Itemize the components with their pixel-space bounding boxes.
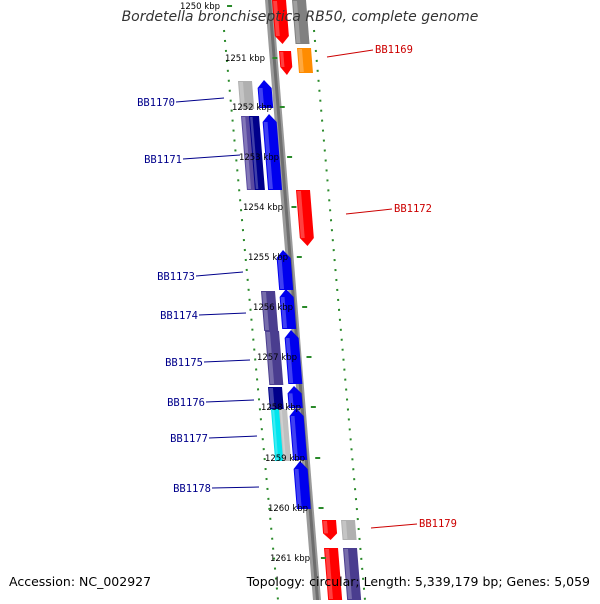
genome-summary-text: Topology: circular; Length: 5,339,179 bp… bbox=[246, 574, 590, 589]
gene-feature bbox=[293, 461, 311, 509]
gene-label-bb1169[interactable]: BB1169 bbox=[375, 44, 413, 56]
gene-leader-line bbox=[208, 435, 258, 439]
gene-label-bb1172[interactable]: BB1172 bbox=[394, 203, 432, 215]
gene-label-bb1174[interactable]: BB1174 bbox=[160, 310, 198, 322]
outer-ruler-line bbox=[313, 29, 366, 601]
gene-leader-line bbox=[211, 486, 260, 489]
gene-feature bbox=[292, 0, 310, 44]
gene-label-bb1176[interactable]: BB1176 bbox=[167, 397, 205, 409]
gene-label-bb1179[interactable]: BB1179 bbox=[419, 518, 457, 530]
gene-feature bbox=[257, 80, 274, 108]
gene-leader-line bbox=[198, 312, 247, 316]
tick-label: 1256 kbp bbox=[253, 303, 293, 313]
gene-label-bb1177[interactable]: BB1177 bbox=[170, 433, 208, 445]
gene-feature bbox=[238, 81, 255, 109]
gene-leader-line bbox=[205, 399, 255, 403]
gene-leader-line bbox=[195, 271, 244, 277]
tick-label-group: 1250 kbp 1251 kbp 1252 kbp 1253 kbp 1254 kbp… bbox=[180, 2, 326, 564]
gene-leader-line bbox=[203, 359, 251, 363]
gene-feature bbox=[324, 548, 343, 600]
map-title: Bordetella bronchiseptica RB50, complete… bbox=[121, 9, 479, 25]
tick-label: 1257 kbp bbox=[257, 353, 297, 363]
gene-leader-line bbox=[345, 208, 393, 215]
tick-label: 1250 kbp bbox=[180, 2, 220, 12]
gene-feature bbox=[268, 387, 284, 409]
gene-label-bb1175[interactable]: BB1175 bbox=[165, 357, 203, 369]
gene-feature bbox=[262, 114, 283, 190]
feature-group bbox=[238, 0, 362, 600]
tick-label: 1261 kbp bbox=[270, 554, 310, 564]
accession-text: Accession: NC_002927 bbox=[9, 574, 152, 589]
tick-label: 1259 kbp bbox=[265, 454, 305, 464]
tick-label: 1251 kbp bbox=[225, 54, 265, 64]
gene-leader-line bbox=[326, 49, 374, 58]
gene-feature bbox=[289, 408, 308, 460]
gene-feature bbox=[249, 116, 265, 190]
tick-label: 1260 kbp bbox=[268, 504, 308, 514]
gene-feature bbox=[287, 386, 303, 408]
gene-feature bbox=[279, 51, 293, 75]
tick-label: 1258 kbp bbox=[261, 403, 301, 413]
gene-feature bbox=[297, 48, 313, 73]
gene-feature bbox=[296, 190, 314, 246]
gene-leader-line bbox=[175, 97, 225, 103]
gene-feature bbox=[279, 289, 297, 329]
gene-feature bbox=[272, 0, 289, 44]
gene-label-group: BB1170 BB1171 BB1173 BB1174 BB1175 BB1176 BB11… bbox=[137, 44, 457, 530]
gene-label-bb1171[interactable]: BB1171 bbox=[144, 154, 182, 166]
gene-feature bbox=[276, 250, 294, 290]
gene-label-bb1170[interactable]: BB1170 bbox=[137, 97, 175, 109]
gene-feature bbox=[343, 548, 362, 600]
gene-leader-line bbox=[370, 523, 418, 529]
gene-feature bbox=[261, 291, 279, 331]
gene-feature bbox=[322, 520, 338, 540]
gene-label-bb1178[interactable]: BB1178 bbox=[173, 483, 211, 495]
tick-label: 1253 kbp bbox=[239, 153, 279, 163]
tick-label: 1254 kbp bbox=[243, 203, 283, 213]
gene-feature bbox=[279, 409, 292, 461]
gene-leader-line bbox=[182, 154, 241, 160]
gene-feature bbox=[284, 330, 303, 384]
gene-label-bb1173[interactable]: BB1173 bbox=[157, 271, 195, 283]
tick-label: 1252 kbp bbox=[232, 103, 272, 113]
gene-feature bbox=[265, 331, 284, 385]
tick-label: 1255 kbp bbox=[248, 253, 288, 263]
gene-feature bbox=[341, 520, 357, 540]
